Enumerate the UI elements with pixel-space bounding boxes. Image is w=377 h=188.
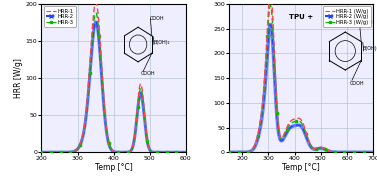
X-axis label: Temp [°C]: Temp [°C]: [282, 163, 320, 172]
Legend: HRR-1 (W/g), HRR-2 (W/g), HRR-3 (W/g): HRR-1 (W/g), HRR-2 (W/g), HRR-3 (W/g): [323, 6, 371, 27]
Y-axis label: HRR [W/g]: HRR [W/g]: [14, 58, 23, 98]
Legend: HRR-1, HRR-2, HRR-3: HRR-1, HRR-2, HRR-3: [44, 6, 75, 27]
X-axis label: Temp [°C]: Temp [°C]: [95, 163, 132, 172]
